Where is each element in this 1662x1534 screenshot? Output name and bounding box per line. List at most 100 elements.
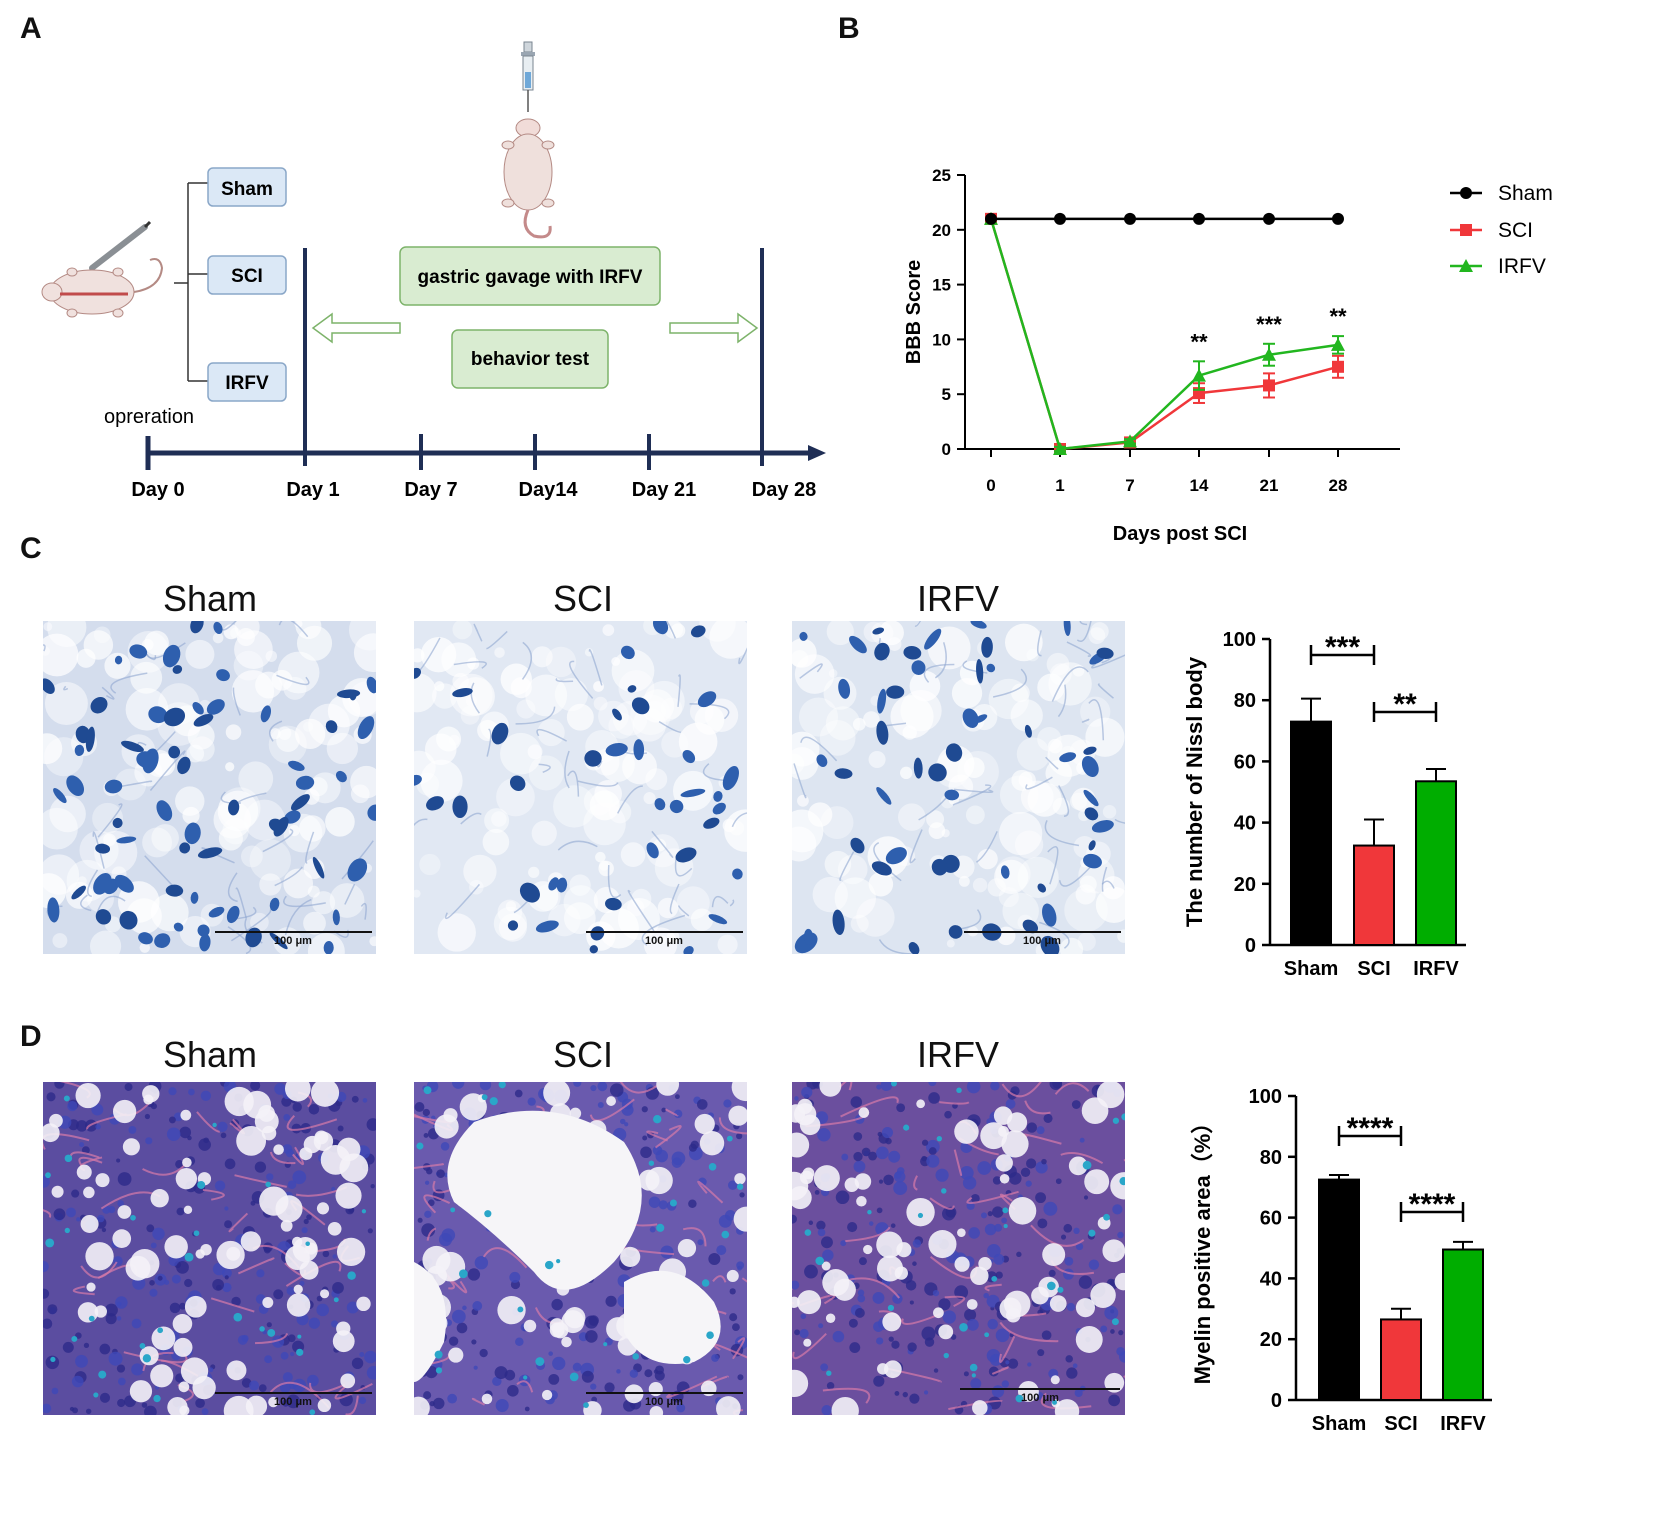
x-tick-label: IRFV	[1413, 958, 1459, 980]
significance-label: ***	[1256, 312, 1282, 337]
scalebar-label: 100 μm	[274, 935, 312, 947]
y-tick-label: 5	[942, 385, 951, 404]
myelin-image-irfv: 100 μm	[792, 1082, 1125, 1415]
y-tick-label: 20	[1260, 1329, 1282, 1351]
behavior-box	[451, 329, 609, 389]
myelin-bar-chart: 0 20 40 60 80 100 Sham SCI IRFV Myelin positive a…	[1190, 1086, 1492, 1435]
data-point	[985, 212, 997, 225]
treatment-label: gastric gavage with IRFV	[418, 267, 643, 288]
bbb-score-line-chart: 0 5 10 15 20 25 0 1 7 14 21 28 Days post SCI BBB Scor…	[903, 166, 1553, 545]
y-tick-label: 40	[1234, 813, 1256, 835]
day-label-28: Day 28	[752, 479, 817, 501]
day-label-14: Day14	[519, 479, 579, 501]
legend-marker	[1460, 224, 1472, 236]
group-box-sham	[207, 167, 287, 207]
nissl-bar-chart: 0 20 40 60 80 100 Sham SCI IRFV The number of Nis…	[1182, 629, 1466, 980]
x-tick-label: 0	[986, 476, 995, 495]
significance-bracket: ****	[1337, 1112, 1403, 1146]
x-tick-label: 28	[1329, 476, 1348, 495]
y-tick-label: 0	[1245, 935, 1256, 957]
legend-label: SCI	[1498, 219, 1533, 242]
nissl-image-sham: 100 μm	[43, 621, 376, 954]
legend-label: IRFV	[1498, 255, 1546, 278]
data-point	[1262, 347, 1276, 361]
panel-letter-c: C	[20, 532, 42, 565]
myelin-title-sham: Sham	[162, 1034, 258, 1075]
bar-irfv	[1442, 1248, 1484, 1401]
y-axis-label: The number of Nissl body	[1182, 656, 1207, 927]
panel-letter-d: D	[20, 1020, 42, 1053]
legend-marker	[1460, 187, 1472, 199]
legend-item-sci: SCI	[1450, 219, 1533, 242]
significance-label: **	[1190, 329, 1208, 354]
data-point	[1123, 434, 1137, 448]
group-box-sci	[207, 255, 287, 295]
data-point	[1124, 212, 1136, 225]
group-label-irfv: IRFV	[225, 373, 269, 394]
scalebar-label: 100 μm	[274, 1396, 312, 1408]
data-point	[1331, 337, 1345, 351]
y-axis-label: Myelin positive area（%）	[1190, 1112, 1215, 1385]
data-point	[1192, 368, 1206, 382]
y-tick-label: 20	[932, 221, 951, 240]
myelin-title-sci: SCI	[552, 1034, 613, 1075]
day-label-0: Day 0	[131, 479, 184, 501]
nissl-image-sci: 100 μm	[414, 621, 747, 954]
scalebar-label: 100 μm	[645, 1396, 683, 1408]
series-line	[989, 218, 1339, 451]
day-label-7: Day 7	[404, 479, 457, 501]
y-tick-label: 60	[1234, 751, 1256, 773]
x-tick-label: Sham	[1312, 1413, 1366, 1435]
myelin-image-sci: 100 μm	[414, 1082, 747, 1415]
rat-icon-top	[501, 118, 555, 239]
data-point	[1193, 212, 1205, 225]
right-arrow-icon	[669, 312, 759, 344]
rat-icon-left	[41, 258, 164, 318]
treatment-box	[399, 246, 661, 306]
syringe-icon	[521, 41, 535, 112]
panel-letter-a: A	[20, 12, 42, 45]
nissl-title-sham: Sham	[162, 578, 258, 619]
panel-a-schematic: Sham SCI IRFV gastric gavage with IRFV b…	[41, 41, 826, 501]
significance-label: ****	[1409, 1188, 1456, 1221]
bar-sham	[1290, 720, 1332, 947]
day-label-1: Day 1	[286, 479, 339, 501]
group-bracket	[174, 182, 208, 382]
significance-bracket: ***	[1309, 631, 1376, 665]
day-label-21: Day 21	[632, 479, 697, 501]
x-axis-label: Days post SCI	[1113, 523, 1247, 545]
x-tick-label: SCI	[1357, 958, 1390, 980]
myelin-title-irfv: IRFV	[916, 1034, 999, 1075]
left-arrow-icon	[311, 312, 401, 344]
timeline	[145, 248, 826, 470]
y-tick-label: 100	[1249, 1086, 1282, 1108]
data-point	[1263, 379, 1275, 392]
y-tick-label: 0	[1271, 1390, 1282, 1412]
y-tick-label: 40	[1260, 1268, 1282, 1290]
series-sham	[985, 212, 1344, 225]
data-point	[1332, 360, 1344, 373]
x-tick-label: 7	[1125, 476, 1134, 495]
y-tick-label: 10	[932, 330, 951, 349]
scalebar-label: 100 μm	[645, 935, 683, 947]
operation-label: oprerat​ion	[104, 406, 194, 428]
y-tick-label: 80	[1234, 690, 1256, 712]
data-point	[1332, 212, 1344, 225]
group-box-irfv	[207, 362, 287, 402]
x-tick-label: 14	[1190, 476, 1209, 495]
significance-label: **	[1329, 304, 1347, 329]
data-point	[1263, 212, 1275, 225]
scalpel-icon	[89, 220, 152, 271]
significance-label: ***	[1325, 631, 1360, 664]
bar-sci	[1380, 1318, 1422, 1401]
significance-label: ****	[1347, 1112, 1394, 1145]
y-tick-label: 100	[1223, 629, 1256, 651]
legend-label: Sham	[1498, 182, 1553, 205]
x-tick-label: Sham	[1284, 958, 1338, 980]
y-tick-label: 25	[932, 166, 951, 185]
y-tick-label: 0	[942, 440, 951, 459]
x-tick-label: 1	[1055, 476, 1064, 495]
scalebar-label: 100 μm	[1021, 1392, 1059, 1404]
bar-sham	[1318, 1178, 1360, 1401]
legend-item-irfv: IRFV	[1450, 255, 1546, 278]
